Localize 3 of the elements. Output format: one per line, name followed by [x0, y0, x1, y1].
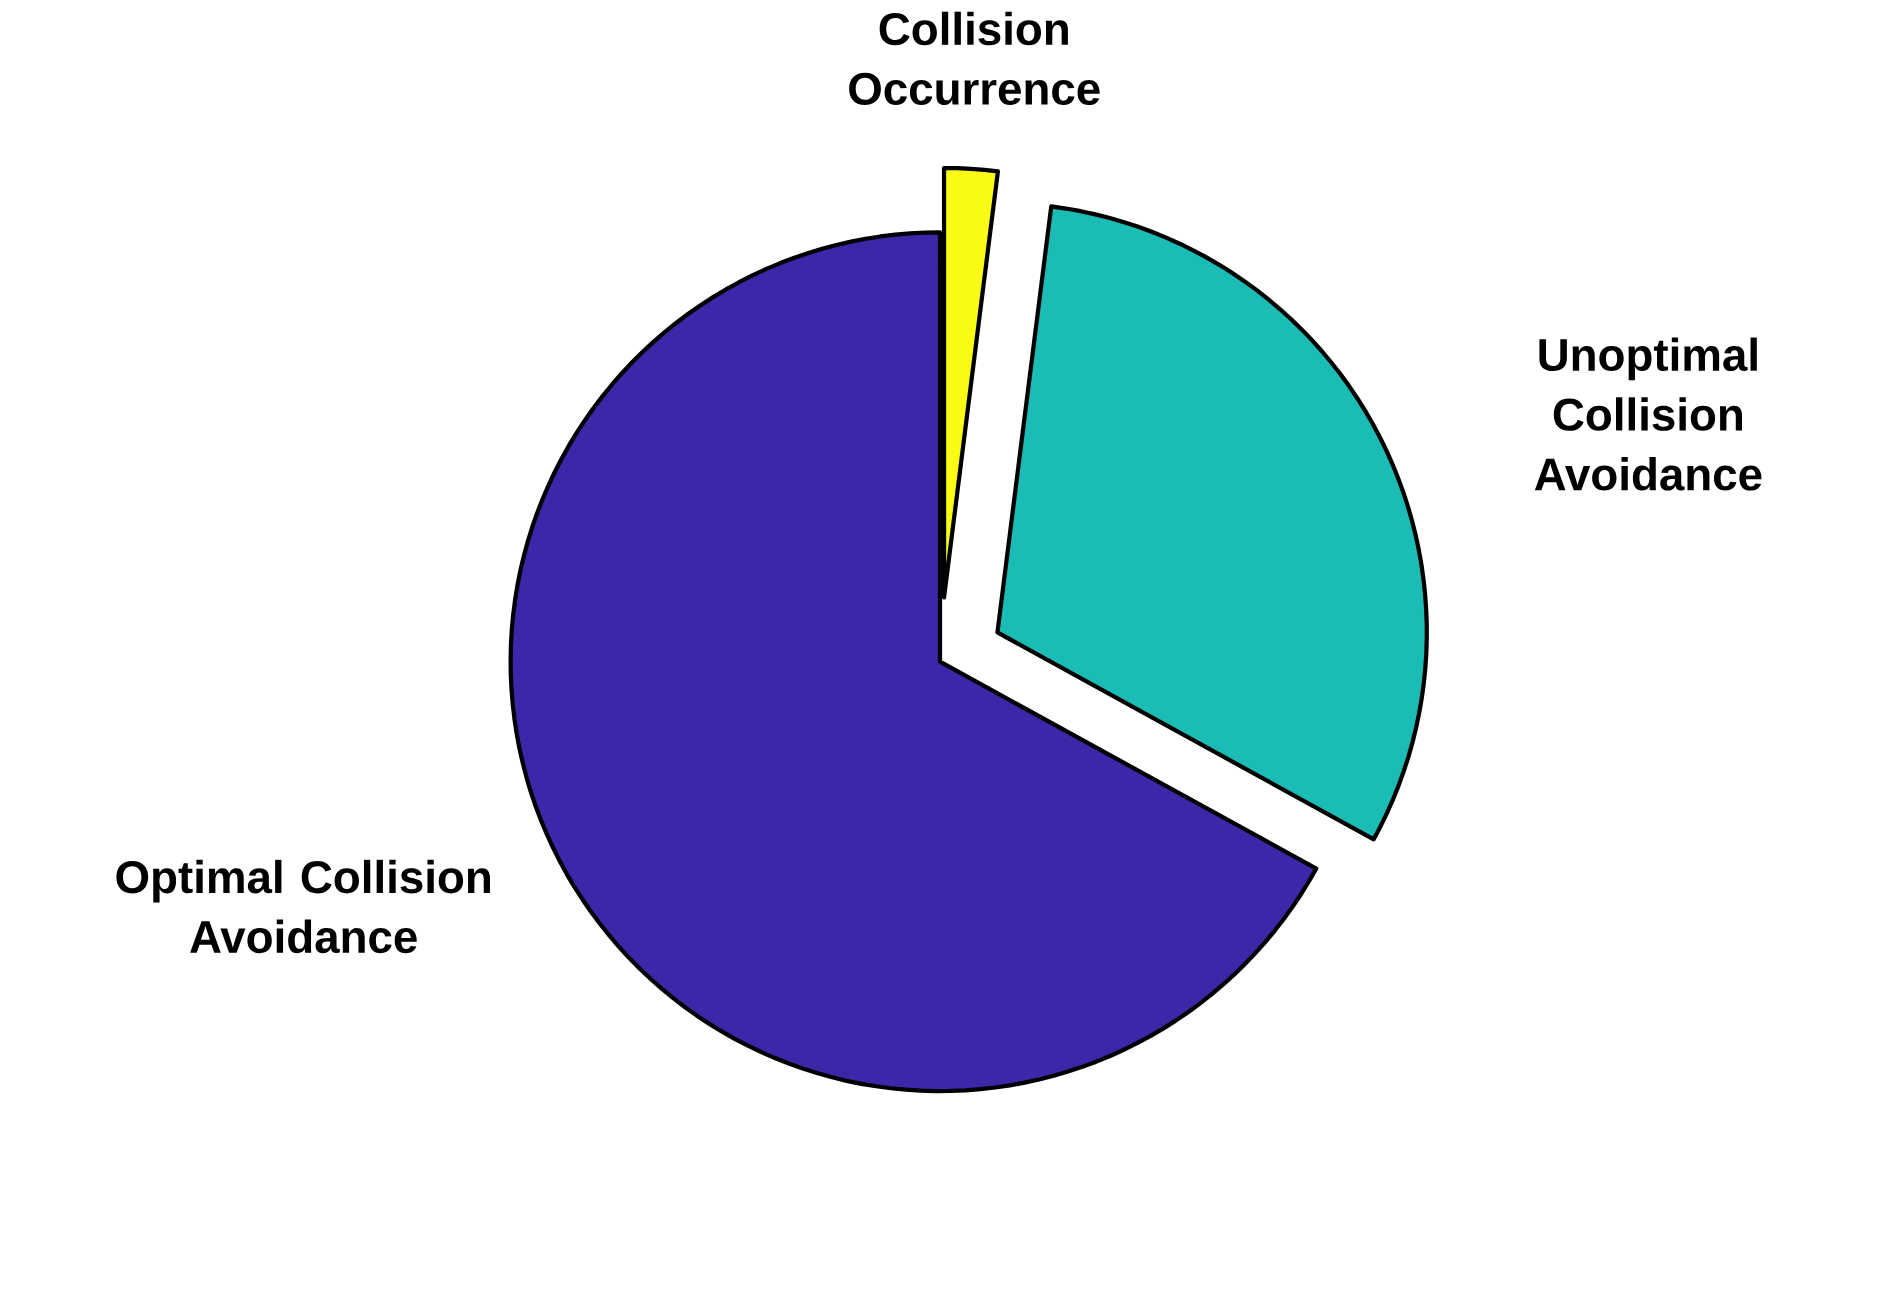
slice-label: Collision Occurrence [849, 11, 1100, 105]
slice-label: Unoptimal Collision Avoidance [1534, 337, 1762, 491]
slice-label: Optimal Collision Avoidance [116, 859, 490, 954]
